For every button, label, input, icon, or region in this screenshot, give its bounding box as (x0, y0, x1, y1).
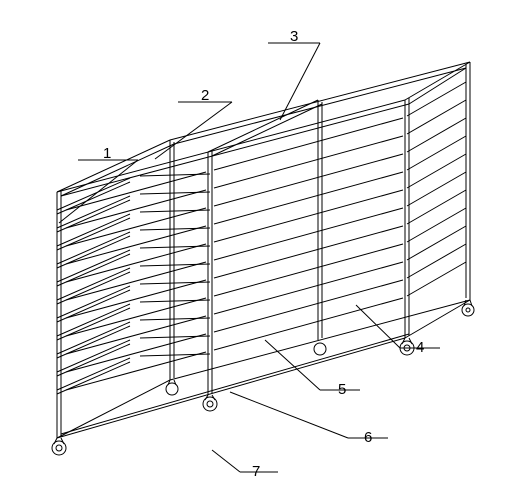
rack-frame (52, 62, 474, 455)
shelf-rails-mid (140, 174, 210, 356)
callout-3: 3 (290, 28, 298, 45)
callout-7: 7 (252, 463, 260, 480)
callout-4: 4 (416, 339, 424, 356)
rack-diagram: 1 2 3 4 5 6 7 (0, 0, 526, 502)
callout-5: 5 (338, 381, 346, 398)
callout-6: 6 (364, 429, 372, 446)
diagram-container: 1 2 3 4 5 6 7 (0, 0, 526, 502)
callout-2: 2 (201, 87, 209, 104)
callout-1: 1 (103, 145, 111, 162)
casters (52, 300, 474, 455)
callout-labels: 1 2 3 4 5 6 7 (103, 28, 424, 480)
shelf-rails-front-left (66, 172, 206, 390)
shelf-rails-front-right (214, 118, 403, 350)
shelf-rails-right-side (407, 82, 466, 296)
